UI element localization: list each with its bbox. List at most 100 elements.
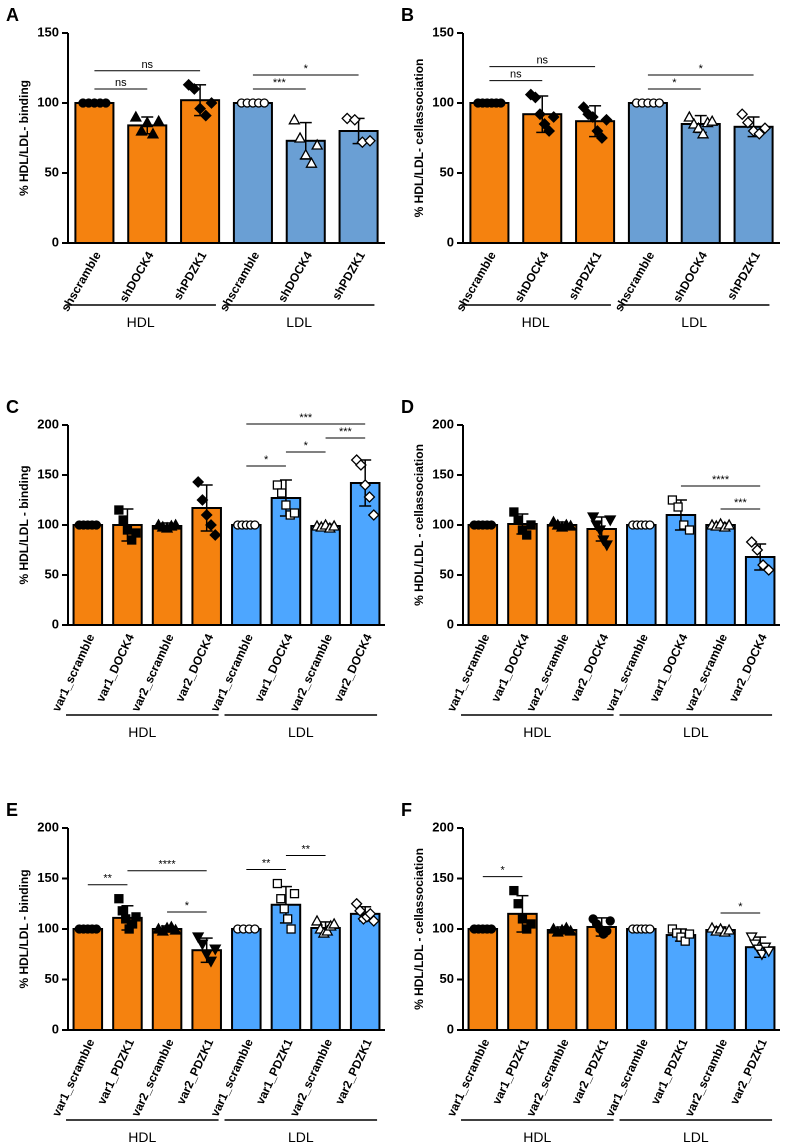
x-tick-label: shPDZK1 <box>566 249 605 302</box>
data-point <box>101 98 111 108</box>
data-point <box>311 138 324 150</box>
x-tick-label: var2_scramble <box>523 631 571 713</box>
data-point <box>522 530 532 540</box>
panel-letter: E <box>6 800 18 820</box>
significance-label: ns <box>115 77 127 89</box>
data-point <box>282 914 293 924</box>
x-tick-label: var1_scramble <box>49 631 97 713</box>
data-point <box>363 491 376 503</box>
data-point <box>277 488 287 498</box>
data-point <box>696 127 710 139</box>
x-tick-label: var1_scramble <box>49 1036 97 1118</box>
y-tick-label: 50 <box>45 566 59 581</box>
data-point <box>364 134 376 147</box>
bar <box>349 912 381 1031</box>
y-tick-label: 200 <box>432 819 454 834</box>
y-tick-label: 0 <box>447 1021 454 1036</box>
y-tick-label: 150 <box>432 466 454 481</box>
x-tick-label: var2_PDZK1 <box>174 1036 217 1106</box>
x-tick-label: var2_PDZK1 <box>569 1036 612 1106</box>
y-tick-label: 200 <box>37 819 59 834</box>
x-tick-label: shDOCK4 <box>275 249 315 305</box>
y-tick-label: 100 <box>37 94 59 109</box>
y-axis-label: % HDL/LDL- binding <box>17 80 31 196</box>
data-point <box>341 112 354 125</box>
data-point <box>654 98 664 108</box>
data-point <box>577 101 590 114</box>
data-point <box>293 131 307 143</box>
data-point <box>114 894 124 904</box>
x-tick-label: var1_DOCK4 <box>647 631 691 704</box>
group-label: LDL <box>288 724 314 740</box>
data-point <box>205 519 217 531</box>
x-tick-label: var1_PDZK1 <box>489 1036 532 1106</box>
data-point <box>600 540 613 552</box>
data-point <box>200 509 213 521</box>
significance-label: ns <box>536 55 548 67</box>
x-tick-label: var2_PDZK1 <box>727 1036 770 1106</box>
bar <box>112 916 143 1032</box>
bar <box>180 99 221 244</box>
data-point <box>199 109 212 122</box>
y-tick-label: 100 <box>432 94 454 109</box>
y-axis-label: % HDL/LDL - cellassociation <box>412 444 426 606</box>
bar <box>744 946 776 1031</box>
significance-label: * <box>500 865 505 877</box>
y-tick-label: 150 <box>432 870 454 885</box>
data-point <box>602 926 612 936</box>
bar <box>586 528 617 626</box>
data-point <box>152 114 165 126</box>
data-point <box>135 124 148 136</box>
data-point <box>354 459 367 471</box>
data-point <box>526 919 536 929</box>
significance-label: ns <box>510 69 522 81</box>
bar <box>127 124 168 244</box>
data-point <box>753 127 766 140</box>
data-point <box>114 505 124 515</box>
data-point <box>605 916 615 926</box>
bar <box>310 525 341 626</box>
significance-label: *** <box>299 412 313 424</box>
data-point <box>538 118 551 130</box>
bar <box>627 102 668 244</box>
data-point <box>679 520 689 530</box>
significance-label: ** <box>103 873 112 885</box>
bar <box>467 928 499 1031</box>
data-point <box>117 906 127 916</box>
significance-label: **** <box>712 474 730 486</box>
data-point <box>645 520 655 530</box>
bar <box>546 524 578 626</box>
x-tick-label: shDOCK4 <box>670 249 710 305</box>
y-tick-label: 150 <box>432 24 454 39</box>
x-tick-label: var2_scramble <box>523 1036 571 1118</box>
y-tick-label: 50 <box>440 566 454 581</box>
x-tick-label: var2_DOCK4 <box>726 631 770 704</box>
y-axis-label: % HDL/LDL - cellassociation <box>412 848 426 1010</box>
data-point <box>526 520 536 530</box>
x-tick-label: shPDZK1 <box>171 249 210 302</box>
y-tick-label: 200 <box>432 416 454 431</box>
data-point <box>276 894 286 904</box>
significance-label: * <box>304 440 309 452</box>
y-tick-label: 0 <box>447 616 454 631</box>
data-point <box>543 125 556 137</box>
y-tick-label: 0 <box>52 616 59 631</box>
data-point <box>204 956 218 968</box>
data-point <box>281 500 291 510</box>
data-point <box>486 924 497 934</box>
data-point <box>259 98 269 108</box>
data-point <box>91 520 102 530</box>
group-label: LDL <box>683 724 709 740</box>
x-tick-label: var2_PDZK1 <box>332 1036 375 1106</box>
significance-label: ** <box>262 858 271 870</box>
data-point <box>205 97 218 109</box>
y-tick-label: 100 <box>37 920 59 935</box>
data-point <box>684 929 695 939</box>
x-tick-label: var1_PDZK1 <box>648 1036 691 1106</box>
bar <box>232 102 273 244</box>
data-point <box>289 889 300 899</box>
x-tick-label: var1_scramble <box>444 631 492 713</box>
data-point <box>683 110 696 122</box>
bar <box>522 113 563 244</box>
y-tick-label: 50 <box>45 164 59 179</box>
